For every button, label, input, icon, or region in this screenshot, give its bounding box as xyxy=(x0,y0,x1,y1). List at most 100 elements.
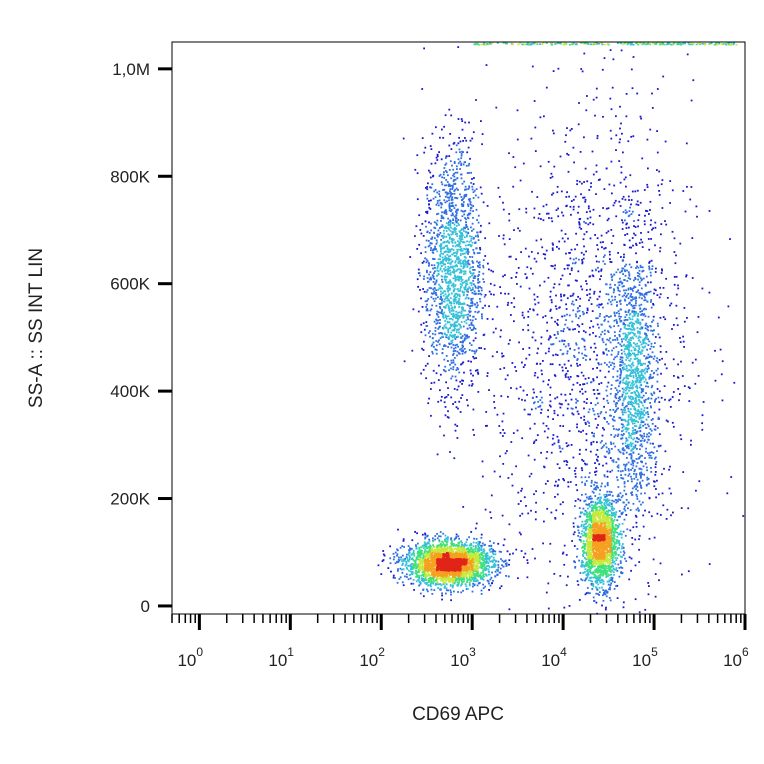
data-point xyxy=(620,338,623,341)
data-point xyxy=(616,570,619,572)
data-point xyxy=(447,265,450,268)
data-point xyxy=(634,598,637,601)
data-point xyxy=(621,494,624,497)
data-point xyxy=(606,483,609,485)
data-point xyxy=(422,588,425,591)
data-point xyxy=(458,293,461,296)
data-point xyxy=(577,498,580,501)
data-point xyxy=(566,267,569,270)
data-point xyxy=(470,372,472,375)
data-point xyxy=(477,373,480,375)
data-point xyxy=(592,585,595,588)
data-point xyxy=(525,207,528,210)
data-point xyxy=(627,310,630,313)
data-point xyxy=(508,563,510,566)
data-point xyxy=(433,190,436,193)
data-point xyxy=(510,302,513,304)
data-point xyxy=(460,278,463,280)
data-point xyxy=(621,434,624,437)
data-point xyxy=(608,451,611,454)
data-point xyxy=(624,420,627,423)
data-point xyxy=(639,115,642,118)
data-point xyxy=(540,412,542,414)
data-point xyxy=(599,441,602,444)
data-point xyxy=(467,290,469,293)
data-point xyxy=(524,247,527,250)
data-point xyxy=(641,416,644,419)
data-point xyxy=(640,370,642,373)
data-point xyxy=(426,277,429,279)
data-point xyxy=(467,277,470,280)
data-point xyxy=(625,328,628,330)
data-point xyxy=(401,571,404,574)
data-point xyxy=(490,576,493,579)
data-point xyxy=(623,489,626,492)
data-point xyxy=(641,454,643,457)
data-point xyxy=(611,514,614,516)
data-point xyxy=(608,501,611,504)
data-point xyxy=(460,276,463,278)
data-point xyxy=(578,226,581,229)
data-point xyxy=(443,269,446,272)
data-point xyxy=(456,350,459,353)
data-point xyxy=(634,371,637,374)
data-point xyxy=(477,293,480,295)
data-point xyxy=(609,493,611,496)
data-point xyxy=(550,343,552,346)
data-point xyxy=(464,270,467,273)
data-point xyxy=(567,444,570,447)
data-point xyxy=(443,278,446,281)
data-point xyxy=(626,280,629,282)
data-point xyxy=(413,589,415,591)
data-point xyxy=(450,346,453,349)
data-point xyxy=(624,270,626,273)
data-point xyxy=(598,336,601,338)
data-point xyxy=(455,301,458,304)
data-point xyxy=(605,348,607,351)
data-point xyxy=(654,463,657,466)
data-point xyxy=(519,179,522,182)
data-point xyxy=(638,292,641,295)
data-point xyxy=(585,511,588,513)
data-point xyxy=(602,260,605,263)
data-point xyxy=(595,317,598,320)
data-point xyxy=(485,411,488,413)
data-point xyxy=(566,352,569,355)
data-point xyxy=(630,366,633,369)
data-point xyxy=(441,256,444,259)
data-point xyxy=(520,490,523,492)
data-point xyxy=(405,573,408,576)
data-point xyxy=(605,589,607,592)
data-point xyxy=(550,451,553,454)
data-point xyxy=(571,407,574,410)
data-point xyxy=(571,320,574,323)
data-point xyxy=(444,345,447,347)
data-point xyxy=(701,287,704,290)
data-point xyxy=(625,380,628,383)
data-point xyxy=(654,289,657,292)
data-point xyxy=(439,195,441,198)
data-point xyxy=(629,509,632,511)
data-point xyxy=(452,403,454,405)
data-point xyxy=(421,347,423,350)
data-point xyxy=(596,367,598,369)
data-point xyxy=(448,309,451,312)
data-point xyxy=(594,473,597,476)
data-point xyxy=(482,272,485,275)
data-point xyxy=(439,173,442,176)
data-point xyxy=(651,268,654,270)
data-point xyxy=(449,188,452,190)
data-point xyxy=(600,382,603,384)
data-point xyxy=(443,232,445,235)
data-point xyxy=(589,450,592,453)
data-point xyxy=(500,292,502,295)
data-point xyxy=(455,187,458,190)
data-point xyxy=(638,548,640,551)
data-point xyxy=(457,222,460,225)
data-point xyxy=(690,99,693,102)
data-point xyxy=(450,302,453,304)
data-point xyxy=(658,194,661,196)
data-point xyxy=(533,100,536,102)
data-point xyxy=(673,251,676,253)
